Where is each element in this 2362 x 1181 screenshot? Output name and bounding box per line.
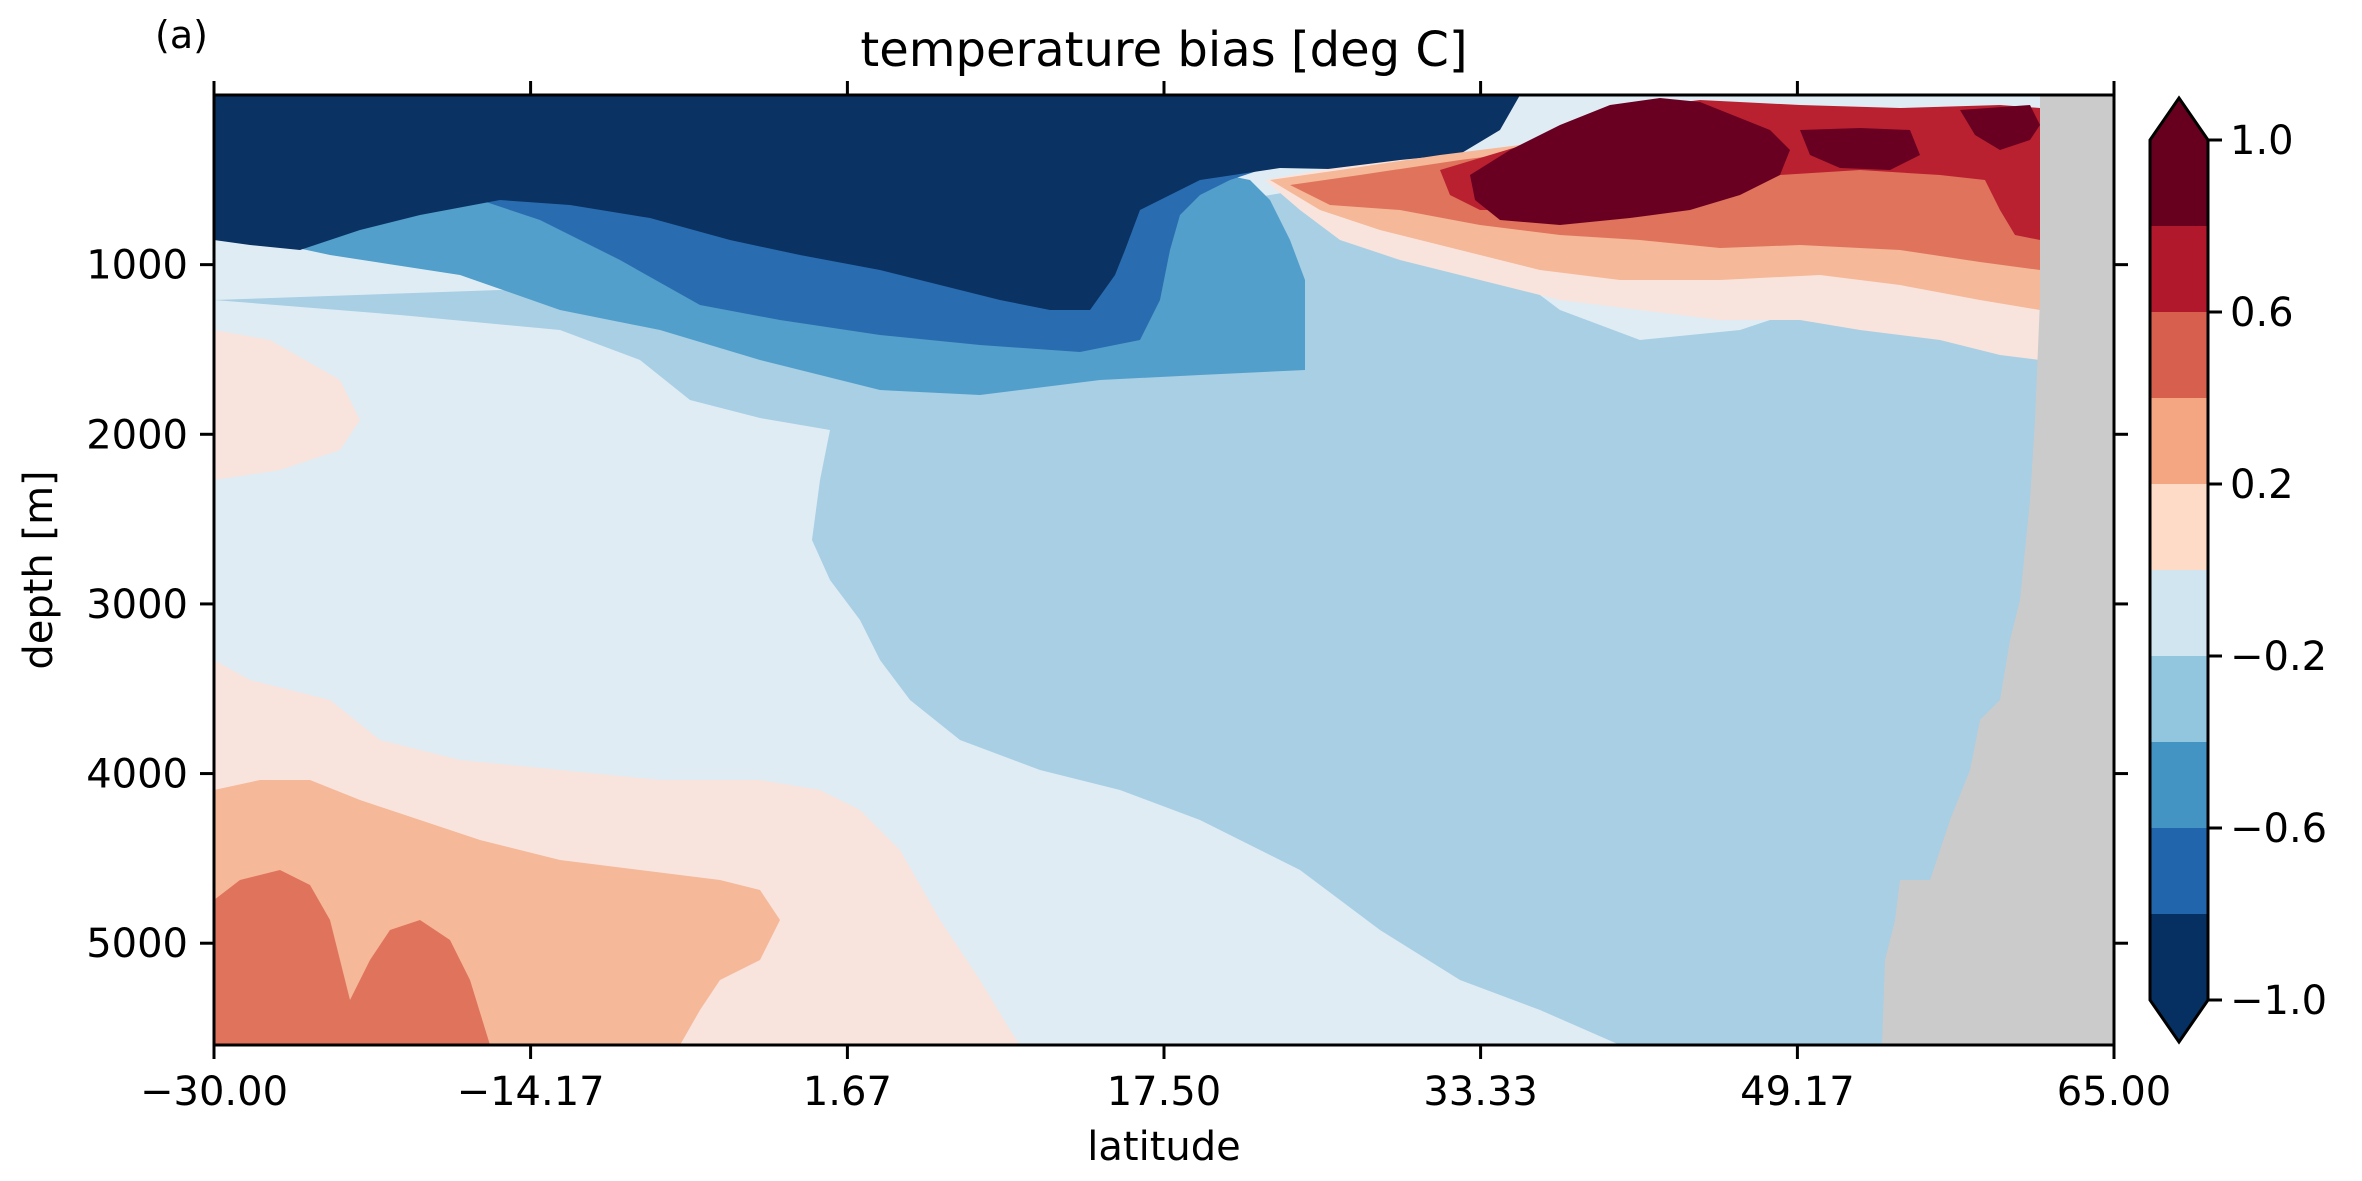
colorbar-bin (2150, 742, 2208, 828)
colorbar-bin (2150, 914, 2208, 1000)
x-tick-label: 1.67 (803, 1069, 892, 1115)
contour-northern-hot-core-edge (1960, 105, 2040, 150)
colorbar-tick-label: 0.6 (2230, 290, 2294, 336)
x-tick-label: 65.00 (2057, 1069, 2172, 1115)
colorbar-tick-label: 0.2 (2230, 462, 2294, 508)
y-tick-label: 3000 (86, 582, 188, 628)
chart-title: temperature bias [deg C] (860, 22, 1467, 78)
colorbar-bin (2150, 570, 2208, 656)
plot-area (214, 95, 2114, 1045)
contour-upper-ocean-cold-core (214, 95, 1520, 310)
colorbar-bin (2150, 226, 2208, 312)
colorbar-bin (2150, 398, 2208, 484)
contour-northern-hot-core-east (1800, 128, 1920, 170)
panel-label: (a) (155, 13, 208, 57)
x-tick-label: 49.17 (1740, 1069, 1855, 1115)
x-tick-label: −14.17 (457, 1069, 605, 1115)
colorbar-tick-label: −0.2 (2230, 634, 2327, 680)
colorbar-bin (2150, 140, 2208, 226)
contour-northern-hot-core (1470, 98, 1790, 225)
y-tick-label: 4000 (86, 752, 188, 798)
colorbar-bin (2150, 312, 2208, 398)
contour-deep-pacific-cool (214, 190, 2090, 1045)
colorbar-bin (2150, 484, 2208, 570)
x-axis-title: latitude (1087, 1124, 1240, 1170)
y-tick-label: 2000 (86, 412, 188, 458)
colorbar-extend-under (2150, 1000, 2208, 1042)
y-tick-label: 1000 (86, 243, 188, 289)
contour-warm-southern-deep-2 (214, 780, 780, 1045)
y-axis-title: depth [m] (16, 470, 62, 669)
colorbar-tick-label: −0.6 (2230, 806, 2327, 852)
colorbar: −1.0 −0.6 −0.2 0.2 0.6 1.0 (2148, 95, 2327, 1045)
x-tick-label: 33.33 (1423, 1069, 1538, 1115)
y-tick-label: 5000 (86, 921, 188, 967)
y-axis: 1000 2000 3000 4000 5000 (86, 243, 2128, 967)
x-tick-label: −30.00 (140, 1069, 288, 1115)
colorbar-bin (2150, 828, 2208, 914)
colorbar-tick-label: 1.0 (2230, 118, 2294, 164)
colorbar-bin (2150, 656, 2208, 742)
contour-warm-southern-deep-upper (214, 330, 360, 480)
x-axis: −30.00 −14.17 1.67 17.50 33.33 49.17 65.00 (140, 81, 2171, 1115)
contour-warm-southern-deep-3 (214, 870, 490, 1045)
land-mask (1882, 95, 2114, 1045)
x-tick-label: 17.50 (1107, 1069, 1222, 1115)
colorbar-tick-label: −1.0 (2230, 978, 2327, 1024)
colorbar-extend-over (2150, 98, 2208, 140)
